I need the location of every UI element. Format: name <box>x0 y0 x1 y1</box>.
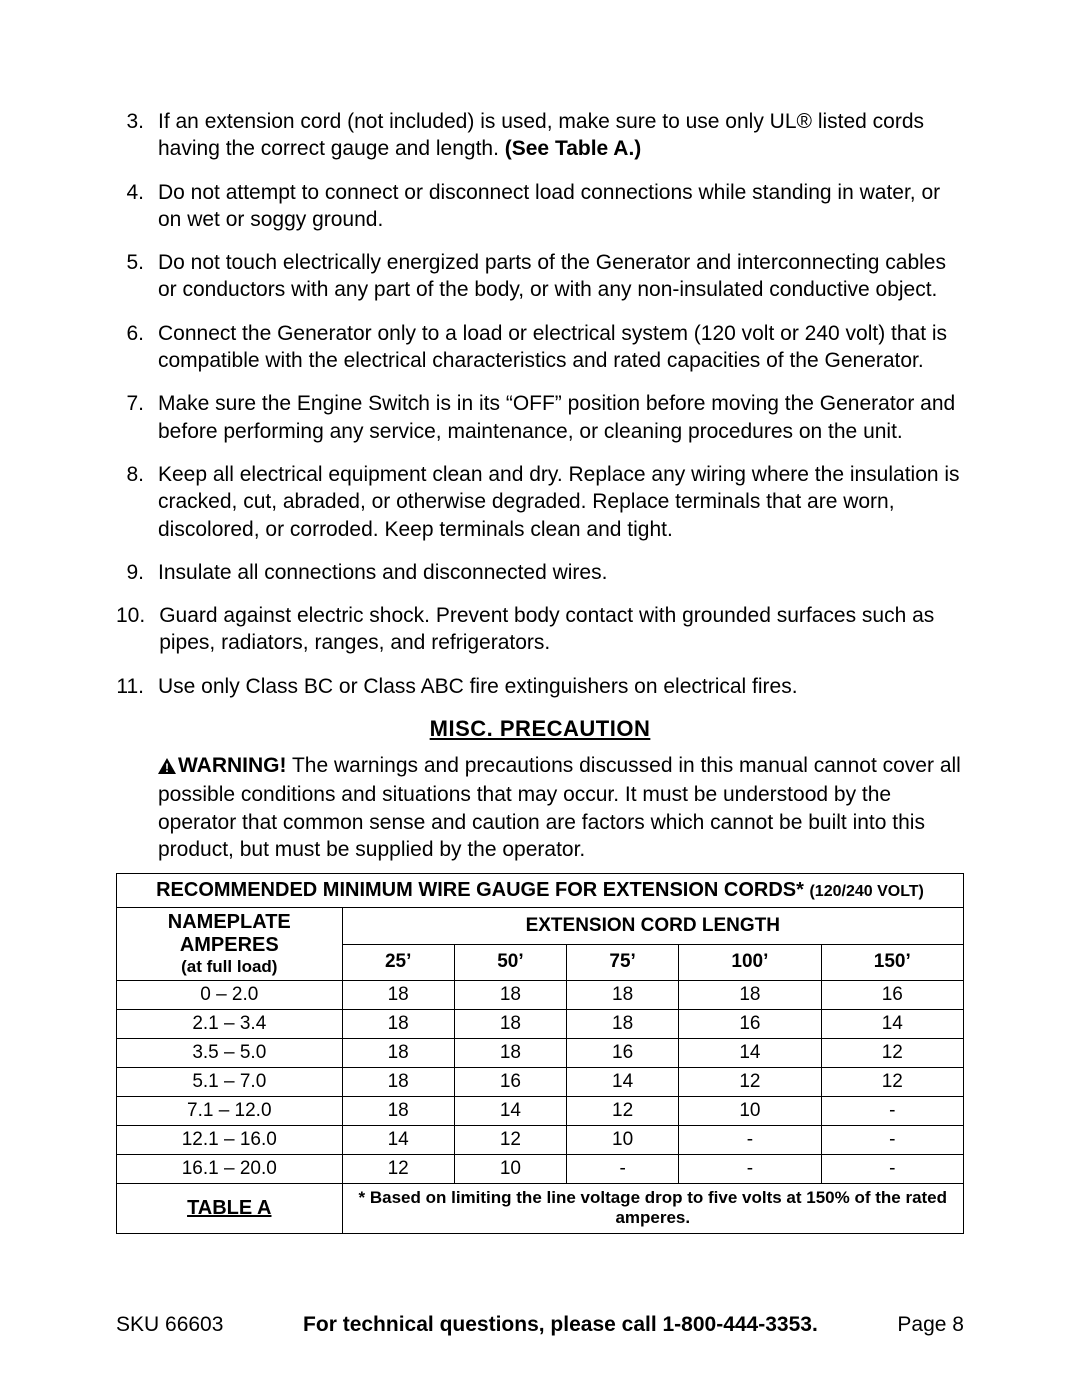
page-content: 3.If an extension cord (not included) is… <box>116 108 964 1234</box>
table-row: 12.1 – 16.0141210-- <box>117 1125 964 1154</box>
instruction-item: 3.If an extension cord (not included) is… <box>116 108 964 163</box>
table-row: 0 – 2.01818181816 <box>117 980 964 1009</box>
table-gauge-cell: 14 <box>342 1125 454 1154</box>
table-gauge-cell: - <box>821 1125 963 1154</box>
table-gauge-cell: 10 <box>567 1125 679 1154</box>
table-gauge-cell: 12 <box>679 1067 821 1096</box>
instruction-text: Do not attempt to connect or disconnect … <box>158 179 964 234</box>
table-gauge-cell: 12 <box>821 1038 963 1067</box>
table-length-header: 100’ <box>679 944 821 980</box>
instruction-text: Insulate all connections and disconnecte… <box>158 559 964 586</box>
table-gauge-cell: 12 <box>342 1154 454 1183</box>
table-gauge-cell: - <box>821 1154 963 1183</box>
instruction-item: 7.Make sure the Engine Switch is in its … <box>116 390 964 445</box>
table-title: RECOMMENDED MINIMUM WIRE GAUGE FOR EXTEN… <box>117 874 964 908</box>
instruction-number: 5. <box>116 249 158 304</box>
table-row: 2.1 – 3.41818181614 <box>117 1009 964 1038</box>
table-amps-cell: 5.1 – 7.0 <box>117 1067 343 1096</box>
table-amps-cell: 2.1 – 3.4 <box>117 1009 343 1038</box>
instruction-text: If an extension cord (not included) is u… <box>158 108 964 163</box>
table-length-header: 25’ <box>342 944 454 980</box>
table-amps-cell: 3.5 – 5.0 <box>117 1038 343 1067</box>
instruction-text: Make sure the Engine Switch is in its “O… <box>158 390 964 445</box>
table-gauge-cell: - <box>821 1096 963 1125</box>
table-footnote: * Based on limiting the line voltage dro… <box>342 1183 963 1233</box>
table-amps-cell: 7.1 – 12.0 <box>117 1096 343 1125</box>
table-gauge-cell: 18 <box>342 1096 454 1125</box>
instruction-item: 6.Connect the Generator only to a load o… <box>116 320 964 375</box>
footer-support: For technical questions, please call 1-8… <box>303 1313 818 1337</box>
wire-gauge-table: RECOMMENDED MINIMUM WIRE GAUGE FOR EXTEN… <box>116 873 964 1233</box>
table-ext-header: EXTENSION CORD LENGTH <box>342 908 963 944</box>
instruction-number: 9. <box>116 559 158 586</box>
table-gauge-cell: 16 <box>454 1067 566 1096</box>
table-gauge-cell: 18 <box>454 1009 566 1038</box>
instruction-item: 10.Guard against electric shock. Prevent… <box>116 602 964 657</box>
table-gauge-cell: 18 <box>679 980 821 1009</box>
instruction-number: 4. <box>116 179 158 234</box>
footer-sku: SKU 66603 <box>116 1313 223 1337</box>
table-gauge-cell: 18 <box>567 1009 679 1038</box>
table-gauge-cell: 18 <box>342 980 454 1009</box>
table-row: 16.1 – 20.01210--- <box>117 1154 964 1183</box>
table-gauge-cell: 16 <box>679 1009 821 1038</box>
warning-label: WARNING! <box>178 754 287 777</box>
instruction-item: 9.Insulate all connections and disconnec… <box>116 559 964 586</box>
table-gauge-cell: 14 <box>567 1067 679 1096</box>
table-gauge-cell: 18 <box>342 1009 454 1038</box>
instruction-number: 11. <box>116 673 158 700</box>
table-gauge-cell: 12 <box>567 1096 679 1125</box>
table-gauge-cell: 16 <box>567 1038 679 1067</box>
section-heading: MISC. PRECAUTION <box>116 716 964 742</box>
table-gauge-cell: 18 <box>454 980 566 1009</box>
table-row: 3.5 – 5.01818161412 <box>117 1038 964 1067</box>
table-gauge-cell: - <box>679 1125 821 1154</box>
table-amps-cell: 12.1 – 16.0 <box>117 1125 343 1154</box>
instruction-number: 7. <box>116 390 158 445</box>
instruction-number: 6. <box>116 320 158 375</box>
table-label: TABLE A <box>117 1183 343 1233</box>
table-gauge-cell: 10 <box>454 1154 566 1183</box>
table-gauge-cell: 12 <box>821 1067 963 1096</box>
table-length-header: 150’ <box>821 944 963 980</box>
instruction-text: Do not touch electrically energized part… <box>158 249 964 304</box>
table-gauge-cell: 12 <box>454 1125 566 1154</box>
table-gauge-cell: 16 <box>821 980 963 1009</box>
instruction-number: 8. <box>116 461 158 543</box>
table-gauge-cell: 18 <box>567 980 679 1009</box>
table-amps-cell: 16.1 – 20.0 <box>117 1154 343 1183</box>
instruction-number: 10. <box>116 602 159 657</box>
table-gauge-cell: 18 <box>454 1038 566 1067</box>
table-gauge-cell: - <box>679 1154 821 1183</box>
table-gauge-cell: 18 <box>342 1038 454 1067</box>
instruction-number: 3. <box>116 108 158 163</box>
svg-text:!: ! <box>165 761 169 774</box>
table-gauge-cell: 14 <box>679 1038 821 1067</box>
instruction-text: Guard against electric shock. Prevent bo… <box>159 602 964 657</box>
instruction-item: 11.Use only Class BC or Class ABC fire e… <box>116 673 964 700</box>
table-gauge-cell: 10 <box>679 1096 821 1125</box>
instruction-text: Keep all electrical equipment clean and … <box>158 461 964 543</box>
instruction-list: 3.If an extension cord (not included) is… <box>116 108 964 700</box>
table-length-header: 75’ <box>567 944 679 980</box>
warning-paragraph: ! WARNING! The warnings and precautions … <box>158 752 964 863</box>
table-nameplate-header: NAMEPLATE AMPERES (at full load) <box>117 908 343 981</box>
table-gauge-cell: 14 <box>454 1096 566 1125</box>
table-row: 5.1 – 7.01816141212 <box>117 1067 964 1096</box>
table-gauge-cell: - <box>567 1154 679 1183</box>
instruction-item: 5.Do not touch electrically energized pa… <box>116 249 964 304</box>
table-row: 7.1 – 12.018141210- <box>117 1096 964 1125</box>
table-length-header: 50’ <box>454 944 566 980</box>
instruction-text: Use only Class BC or Class ABC fire exti… <box>158 673 964 700</box>
instruction-text: Connect the Generator only to a load or … <box>158 320 964 375</box>
table-gauge-cell: 18 <box>342 1067 454 1096</box>
instruction-item: 4.Do not attempt to connect or disconnec… <box>116 179 964 234</box>
footer-page: Page 8 <box>897 1313 964 1337</box>
page-footer: SKU 66603 For technical questions, pleas… <box>116 1313 964 1337</box>
warning-icon: ! <box>158 754 176 781</box>
table-amps-cell: 0 – 2.0 <box>117 980 343 1009</box>
table-gauge-cell: 14 <box>821 1009 963 1038</box>
instruction-item: 8.Keep all electrical equipment clean an… <box>116 461 964 543</box>
